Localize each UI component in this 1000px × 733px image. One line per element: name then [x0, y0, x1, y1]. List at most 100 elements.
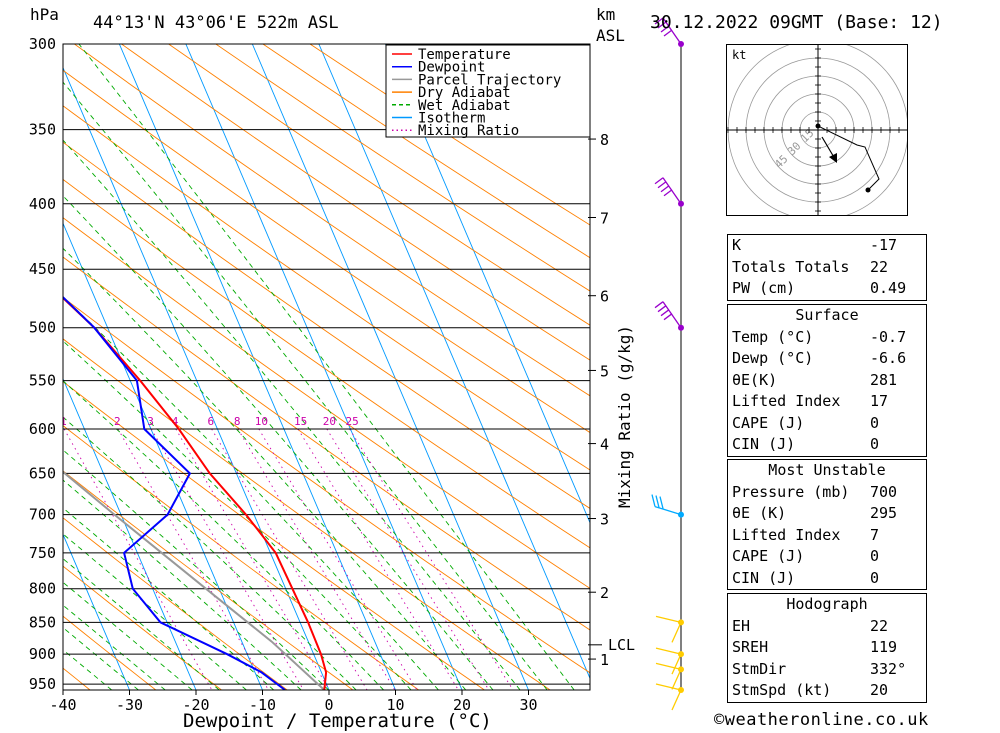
- most-unstable-panel: Most Unstable Pressure (mb) 700 θE (K) 295…: [727, 459, 927, 590]
- hodograph-trace: [817, 125, 880, 191]
- hpa-label: hPa: [30, 5, 59, 24]
- temperature-tick-label: -20: [182, 696, 209, 714]
- temperature-tick-label: -40: [49, 696, 76, 714]
- legend-label: Mixing Ratio: [418, 123, 519, 139]
- pressure-tick-label: 750: [29, 544, 56, 562]
- wet-adiabat-line: [63, 340, 412, 690]
- temperature-tick-label: 20: [453, 696, 471, 714]
- surface-panel: Surface Temp (°C) -0.7 Dewp (°C) -6.6 θE(K…: [727, 304, 927, 457]
- km-label: km: [596, 5, 615, 24]
- temperature-tick-label: -10: [249, 696, 276, 714]
- legend-label: Temperature: [418, 47, 511, 63]
- legend-label: Dry Adiabat: [418, 85, 511, 101]
- hodograph-end: [865, 187, 871, 193]
- isotherm-line: [185, 44, 463, 690]
- isotherm-line: [251, 44, 529, 690]
- mixing-ratio-label: 8: [234, 415, 241, 428]
- dry-adiabat-line: [63, 256, 590, 631]
- wet-adiabat-line: [63, 195, 494, 690]
- storm-motion-arrowhead: [829, 153, 837, 163]
- svg-text:30: 30: [785, 139, 804, 158]
- dry-adiabat-line: [63, 380, 485, 690]
- pressure-tick-label: 800: [29, 580, 56, 598]
- wet-adiabat-line: [63, 604, 166, 690]
- dry-adiabat-line: [63, 141, 590, 510]
- mixing-ratio-label: 20: [323, 415, 336, 428]
- svg-text:15: 15: [798, 127, 817, 146]
- wind-barb: [654, 177, 682, 205]
- pressure-tick-label: 650: [29, 464, 56, 482]
- wind-barb: [654, 17, 682, 45]
- mixing-ratio-line: [211, 428, 368, 690]
- x-axis-title: Dewpoint / Temperature (°C): [183, 710, 492, 732]
- mixing-ratio-label: 3: [147, 415, 154, 428]
- wind-profile: [651, 17, 684, 711]
- legend-label: Dewpoint: [418, 60, 485, 76]
- km-tick-label: 8: [600, 131, 609, 149]
- km-tick-label: 5: [600, 362, 609, 380]
- hodograph-panel: Hodograph EH 22 SREH 119 StmDir 332° StmSpd…: [727, 593, 927, 703]
- mixing-ratio-label: 25: [346, 415, 359, 428]
- km-tick-label: 3: [600, 511, 609, 529]
- dry-adiabat-line: [63, 69, 590, 434]
- dry-adiabat-line: [215, 44, 590, 292]
- legend-label: Parcel Trajectory: [418, 72, 561, 88]
- wind-barb: [655, 615, 682, 643]
- pressure-tick-label: 550: [29, 372, 56, 390]
- mixing-ratio-line: [237, 428, 396, 690]
- mixing-ratio-label: 6: [208, 415, 215, 428]
- legend-label: Isotherm: [418, 111, 485, 127]
- svg-text:45: 45: [772, 152, 791, 171]
- indices-panel: K -17 Totals Totals 22 PW (cm) 0.49: [727, 234, 927, 301]
- surface-title: Surface: [795, 306, 859, 324]
- pressure-tick-label: 400: [29, 195, 56, 213]
- dewpoint-profile: [63, 295, 286, 690]
- dry-adiabat-line: [63, 217, 590, 589]
- dry-adiabat-line: [63, 178, 590, 549]
- wet-adiabat-line: [63, 139, 521, 690]
- mixing-ratio-line: [175, 428, 330, 690]
- wind-barb: [651, 494, 682, 516]
- pressure-tick-label: 300: [29, 35, 56, 53]
- mixing-ratio-axis-title: Mixing Ratio (g/kg): [615, 325, 634, 508]
- hodograph-title: Hodograph: [786, 595, 868, 613]
- location-title: 44°13'N 43°06'E 522m ASL: [93, 13, 339, 33]
- pressure-tick-label: 450: [29, 260, 56, 278]
- temperature-profile: [63, 296, 328, 690]
- dry-adiabat-line: [63, 338, 551, 690]
- dry-adiabat-line: [63, 105, 590, 471]
- mixing-ratio-line: [349, 428, 514, 690]
- dry-adiabat-line: [121, 44, 590, 361]
- km-tick-label: 2: [600, 584, 609, 602]
- temperature-tick-label: 30: [519, 696, 537, 714]
- copyright-link[interactable]: ©weatheronline.co.uk: [714, 710, 929, 730]
- hodograph-unit: kt: [732, 48, 746, 62]
- km-tick-label: 1: [600, 651, 609, 669]
- wet-adiabat-line: [63, 380, 384, 690]
- mixing-ratio-line: [63, 428, 213, 690]
- dry-adiabat-line: [0, 44, 24, 690]
- wet-adiabat-line: [63, 627, 139, 690]
- axis-labels: 3003504004505005506006507007508008509009…: [29, 35, 538, 714]
- isotherm-line: [384, 44, 590, 524]
- isobar-lines: [63, 43, 590, 685]
- mixing-ratio-line: [297, 428, 459, 690]
- temperature-tick-label: 0: [324, 696, 333, 714]
- isotherm-line: [63, 222, 263, 690]
- temperature-tick-label: 10: [386, 696, 404, 714]
- dry-adiabat-line: [63, 615, 157, 690]
- pressure-tick-label: 900: [29, 645, 56, 663]
- mixing-ratio-line: [326, 428, 490, 690]
- mixing-ratio-label: 15: [294, 415, 307, 428]
- legend-label: Wet Adiabat: [418, 98, 511, 114]
- pressure-tick-label: 700: [29, 506, 56, 524]
- km-tick-label: 4: [600, 436, 609, 454]
- mixing-ratio-line: [258, 428, 418, 690]
- pressure-tick-label: 950: [29, 675, 56, 693]
- wet-adiabat-line: [78, 44, 575, 690]
- wet-adiabat-line: [63, 247, 467, 690]
- mixing-ratio-label: 4: [172, 415, 179, 428]
- mixing-ratio-label: 1: [60, 415, 67, 428]
- wind-barb: [655, 662, 682, 690]
